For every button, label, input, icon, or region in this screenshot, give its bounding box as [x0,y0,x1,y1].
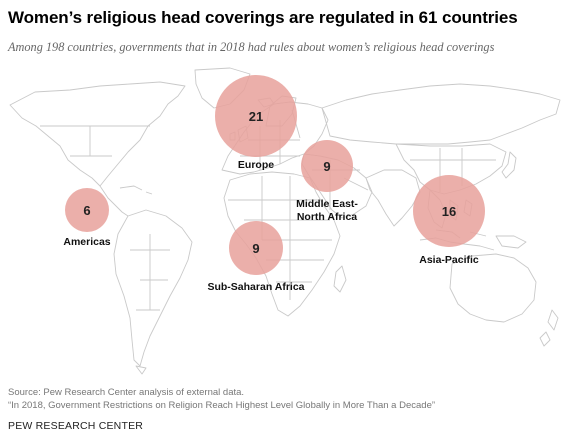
tierra-del-fuego-outline [135,365,147,375]
new-zealand-outline [539,309,559,347]
bubble-middle-east-north-africa[interactable] [301,140,353,192]
bubble-value-americas: 6 [83,203,90,218]
bubble-americas[interactable] [65,188,109,232]
region-label-europe: Europe [238,159,274,171]
source-line-2: “In 2018, Government Restrictions on Rel… [8,400,436,411]
japan-outline [501,151,517,179]
chart-subtitle: Among 198 countries, governments that in… [8,40,495,54]
bubble-value-sub-saharan-africa: 9 [252,241,259,256]
caribbean-islands [119,185,153,195]
africa-inner-borders [228,176,332,300]
new-guinea-outline [495,235,527,249]
north-america-outline [9,81,186,187]
russia-outline [321,83,561,145]
bubble-asia-pacific[interactable] [413,175,485,247]
credit-label: PEW RESEARCH CENTER [8,420,144,432]
madagascar-outline [333,265,347,293]
region-label-americas: Americas [63,236,110,248]
bubble-europe[interactable] [215,75,297,157]
bubble-layer: 21 Europe 9 Middle East- North Africa 6 … [63,75,485,293]
east-asia-outline [395,143,507,195]
bubble-value-europe: 21 [249,109,263,124]
south-asia-outline [365,169,421,227]
region-label-sub-saharan-africa: Sub-Saharan Africa [207,281,304,293]
world-map-svg: 21 Europe 9 Middle East- North Africa 6 … [9,67,561,375]
region-label-middle-east-north-africa-line1: Middle East- [296,198,358,210]
region-label-asia-pacific: Asia-Pacific [419,254,479,266]
australia-outline [449,253,537,323]
chart-title: Women’s religious head coverings are reg… [8,8,518,27]
south-america-outline [113,209,193,367]
region-label-middle-east-north-africa-line2: North Africa [297,211,357,223]
north-america-inner-borders [40,125,150,157]
bubble-sub-saharan-africa[interactable] [229,221,283,275]
source-note: Source: Pew Research Center analysis of … [8,386,435,412]
bubble-value-middle-east-north-africa: 9 [323,159,330,174]
central-america-outline [99,185,129,217]
source-line-1: Source: Pew Research Center analysis of … [8,387,245,398]
bubble-value-asia-pacific: 16 [442,204,456,219]
south-america-inner-borders [130,234,170,311]
world-map: 21 Europe 9 Middle East- North Africa 6 … [0,60,576,380]
